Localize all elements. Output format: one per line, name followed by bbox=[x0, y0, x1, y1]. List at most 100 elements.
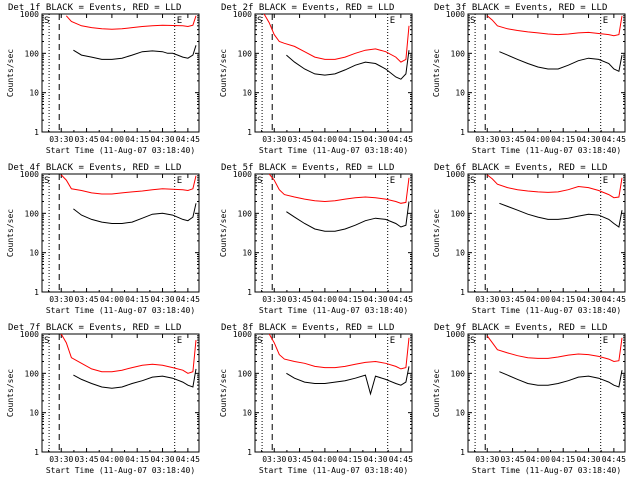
chart-title: Det 8f BLACK = Events, RED = LLD bbox=[221, 323, 394, 333]
y-tick-label: 1000 bbox=[233, 330, 252, 339]
chart-panel: Det 3f BLACK = Events, RED = LLD 1 10 100 10… bbox=[426, 0, 639, 160]
plot-frame bbox=[254, 333, 413, 453]
chart-panel: Det 2f BLACK = Events, RED = LLD 1 10 100 10… bbox=[213, 0, 426, 160]
chart-title: Det 9f BLACK = Events, RED = LLD bbox=[434, 323, 607, 333]
x-axis-label: Start Time (11-Aug-07 03:18:40) bbox=[472, 146, 621, 155]
x-tick-label: 04:00 bbox=[313, 455, 337, 464]
chart-svg: Det 4f BLACK = Events, RED = LLD 1 10 100 10… bbox=[6, 163, 200, 315]
plot-frame bbox=[41, 173, 200, 293]
x-tick-label: 04:45 bbox=[602, 135, 626, 144]
chart-title: Det 6f BLACK = Events, RED = LLD bbox=[434, 163, 607, 173]
series-line-events bbox=[73, 45, 197, 60]
chart-svg: Det 1f BLACK = Events, RED = LLD 1 10 100 10… bbox=[6, 3, 200, 155]
chart-panel: Det 7f BLACK = Events, RED = LLD 1 10 100 10… bbox=[0, 320, 213, 480]
y-axis-label: Counts/sec bbox=[219, 49, 228, 97]
chart-svg: Det 3f BLACK = Events, RED = LLD 1 10 100 10… bbox=[432, 3, 626, 155]
y-tick-label: 1 bbox=[460, 128, 465, 137]
start-marker: S bbox=[470, 176, 475, 186]
x-tick-label: 04:45 bbox=[176, 455, 200, 464]
x-tick-label: 04:45 bbox=[176, 135, 200, 144]
x-tick-label: 04:45 bbox=[389, 455, 413, 464]
series-line-lld bbox=[486, 174, 623, 199]
x-tick-label: 04:15 bbox=[338, 455, 362, 464]
y-tick-label: 10 bbox=[455, 409, 465, 418]
x-tick-label: 04:45 bbox=[602, 295, 626, 304]
y-tick-label: 100 bbox=[451, 49, 466, 58]
x-tick-label: 03:30 bbox=[475, 455, 499, 464]
y-tick-label: 10 bbox=[242, 409, 252, 418]
y-tick-label: 10 bbox=[29, 89, 39, 98]
y-tick-label: 10 bbox=[29, 409, 39, 418]
chart-title: Det 3f BLACK = Events, RED = LLD bbox=[434, 3, 607, 13]
chart-panel: Det 4f BLACK = Events, RED = LLD 1 10 100 10… bbox=[0, 160, 213, 320]
chart-svg: Det 7f BLACK = Events, RED = LLD 1 10 100 10… bbox=[6, 323, 200, 475]
chart-title: Det 2f BLACK = Events, RED = LLD bbox=[221, 3, 394, 13]
y-tick-label: 1 bbox=[34, 288, 39, 297]
x-tick-label: 03:45 bbox=[75, 135, 99, 144]
x-tick-label: 04:00 bbox=[100, 135, 124, 144]
y-tick-label: 1000 bbox=[446, 330, 465, 339]
x-tick-label: 03:45 bbox=[288, 455, 312, 464]
y-tick-label: 100 bbox=[238, 209, 253, 218]
start-marker: S bbox=[44, 336, 49, 346]
y-tick-label: 10 bbox=[29, 249, 39, 258]
series-line-lld bbox=[486, 15, 623, 37]
series-line-lld bbox=[65, 15, 197, 30]
y-axis-label: Counts/sec bbox=[6, 49, 15, 97]
y-tick-label: 100 bbox=[451, 209, 466, 218]
chart-svg: Det 5f BLACK = Events, RED = LLD 1 10 100 10… bbox=[219, 163, 413, 315]
x-tick-label: 03:30 bbox=[49, 455, 73, 464]
x-tick-label: 04:15 bbox=[338, 295, 362, 304]
y-tick-label: 1 bbox=[34, 128, 39, 137]
end-marker: E bbox=[177, 16, 182, 26]
x-tick-label: 04:30 bbox=[150, 455, 174, 464]
y-tick-label: 1 bbox=[247, 288, 252, 297]
y-tick-label: 1 bbox=[460, 288, 465, 297]
x-tick-label: 04:00 bbox=[526, 295, 550, 304]
y-axis-label: Counts/sec bbox=[6, 209, 15, 257]
x-tick-label: 04:15 bbox=[125, 135, 149, 144]
end-marker: E bbox=[390, 176, 395, 186]
y-tick-label: 100 bbox=[238, 369, 253, 378]
x-tick-label: 03:30 bbox=[262, 135, 286, 144]
plot-frame bbox=[467, 13, 626, 133]
series-line-events bbox=[286, 50, 410, 80]
x-tick-label: 04:15 bbox=[551, 455, 575, 464]
y-tick-label: 10 bbox=[455, 89, 465, 98]
x-tick-label: 03:30 bbox=[49, 135, 73, 144]
x-tick-label: 04:00 bbox=[313, 295, 337, 304]
end-marker: E bbox=[390, 336, 395, 346]
y-axis-label: Counts/sec bbox=[432, 49, 441, 97]
x-tick-label: 04:15 bbox=[125, 295, 149, 304]
y-tick-label: 1000 bbox=[446, 170, 465, 179]
x-axis-label: Start Time (11-Aug-07 03:18:40) bbox=[259, 466, 408, 475]
x-tick-label: 04:00 bbox=[313, 135, 337, 144]
plot-frame bbox=[467, 333, 626, 453]
y-tick-label: 100 bbox=[25, 369, 40, 378]
end-marker: E bbox=[603, 336, 608, 346]
series-line-events bbox=[73, 203, 197, 224]
series-line-lld bbox=[486, 335, 623, 363]
y-axis-label: Counts/sec bbox=[432, 209, 441, 257]
series-line-events bbox=[286, 201, 410, 232]
x-tick-label: 03:30 bbox=[262, 455, 286, 464]
x-tick-label: 04:00 bbox=[526, 135, 550, 144]
start-marker: S bbox=[257, 16, 262, 26]
x-tick-label: 04:30 bbox=[576, 455, 600, 464]
x-tick-label: 04:15 bbox=[125, 455, 149, 464]
x-tick-label: 04:30 bbox=[576, 135, 600, 144]
chart-svg: Det 2f BLACK = Events, RED = LLD 1 10 100 10… bbox=[219, 3, 413, 155]
x-tick-label: 03:45 bbox=[501, 295, 525, 304]
x-tick-label: 03:30 bbox=[49, 295, 73, 304]
x-tick-label: 03:45 bbox=[501, 135, 525, 144]
y-tick-label: 100 bbox=[25, 209, 40, 218]
end-marker: E bbox=[603, 16, 608, 26]
x-tick-label: 03:45 bbox=[288, 295, 312, 304]
chart-panel: Det 9f BLACK = Events, RED = LLD 1 10 100 10… bbox=[426, 320, 639, 480]
x-tick-label: 04:30 bbox=[150, 135, 174, 144]
y-axis-label: Counts/sec bbox=[219, 209, 228, 257]
chart-title: Det 5f BLACK = Events, RED = LLD bbox=[221, 163, 394, 173]
y-tick-label: 10 bbox=[242, 89, 252, 98]
chart-title: Det 4f BLACK = Events, RED = LLD bbox=[8, 163, 181, 173]
